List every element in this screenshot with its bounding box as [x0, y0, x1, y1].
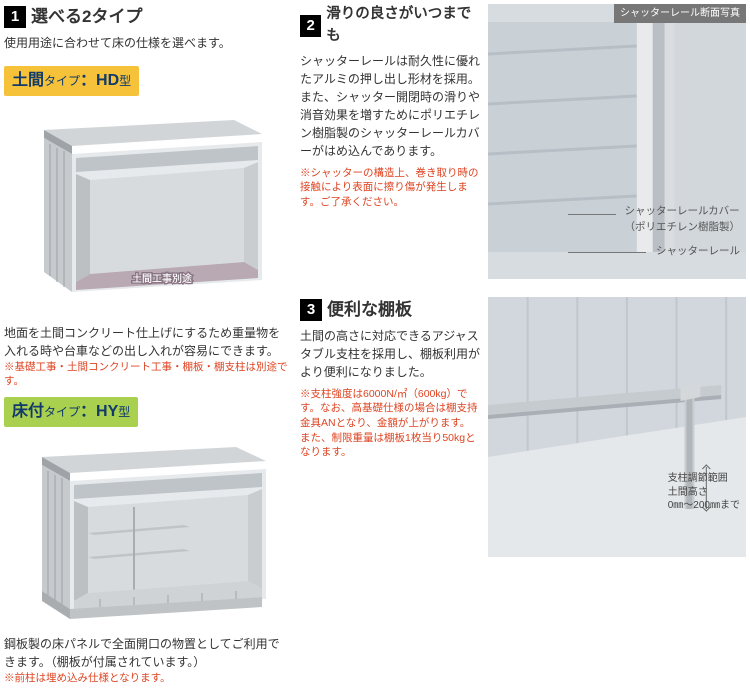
hy-badge-small: タイプ	[44, 403, 80, 421]
svg-text:土間工事別途: 土間工事別途	[132, 272, 192, 285]
hy-shed-illustration	[4, 433, 290, 633]
section-3-desc: 土間の高さに対応できるアジャスタブル支柱を採用し、棚板利用がより便利になりました…	[300, 327, 480, 381]
section-2: 2 滑りの良さがいつまでも シャッターレールは耐久性に優れたアルミの押し出し形材…	[300, 4, 746, 279]
section-2-desc: シャッターレールは耐久性に優れたアルミの押し出し形材を採用。また、シャッター開閉…	[300, 52, 480, 160]
section-2-note: ※シャッターの構造上、巻き取り時の接触により表面に擦り傷が発生します。ご了承くだ…	[300, 166, 480, 210]
hd-badge-pre: 土間	[12, 69, 44, 93]
section-2-header: 2 滑りの良さがいつまでも	[300, 4, 480, 48]
hd-type-block: 土間タイプ：HD型	[4, 58, 290, 389]
section-1-header: 1 選べる2タイプ	[4, 4, 290, 30]
hd-badge-suffix: 型	[119, 72, 131, 90]
section-3-header: 3 便利な棚板	[300, 297, 480, 323]
hy-badge-pre: 床付	[12, 400, 44, 424]
section-2-text: 2 滑りの良さがいつまでも シャッターレールは耐久性に優れたアルミの押し出し形材…	[300, 4, 480, 279]
section-2-number: 2	[300, 15, 321, 37]
rail-photo-caption: シャッターレール断面写真	[614, 4, 746, 23]
hy-badge-post: ：HY	[80, 400, 118, 424]
section-3-title: 便利な棚板	[327, 297, 412, 323]
hy-type-block: 床付タイプ：HY型	[4, 389, 290, 686]
shelf-range-label: 支柱調節範囲 土間高さ 0㎜〜200㎜まで	[668, 472, 740, 513]
hy-caption: 鋼板製の床パネルで全面開口の物置としてご利用できます。（棚板が付属されています。…	[4, 635, 290, 671]
section-3: 3 便利な棚板 土間の高さに対応できるアジャスタブル支柱を採用し、棚板利用がより…	[300, 297, 746, 557]
shelf-photo: 支柱調節範囲 土間高さ 0㎜〜200㎜まで	[488, 297, 746, 557]
right-column: 2 滑りの良さがいつまでも シャッターレールは耐久性に優れたアルミの押し出し形材…	[300, 4, 746, 686]
hd-badge: 土間タイプ：HD型	[4, 66, 139, 96]
hy-badge: 床付タイプ：HY型	[4, 397, 138, 427]
rail-annot-2: シャッターレール	[656, 244, 740, 260]
rail-annot-1: シャッターレールカバー （ポリエチレン樹脂製）	[625, 204, 741, 236]
section-3-text: 3 便利な棚板 土間の高さに対応できるアジャスタブル支柱を採用し、棚板利用がより…	[300, 297, 480, 557]
hd-shed-illustration: 土間工事別途 土間工事別途	[4, 102, 290, 322]
hd-note: ※基礎工事・土間コンクリート工事・棚板・棚支柱は別途です。	[4, 360, 290, 389]
section-1-desc: 使用用途に合わせて床の仕様を選べます。	[4, 34, 290, 52]
hy-badge-suffix: 型	[118, 403, 130, 421]
hd-badge-small: タイプ	[44, 72, 80, 90]
hd-caption: 地面を土間コンクリート仕上げにするため重量物を入れる時や台車などの出し入れが容易…	[4, 324, 290, 360]
hd-badge-post: ：HD	[80, 69, 119, 93]
section-2-title: 滑りの良さがいつまでも	[326, 4, 480, 48]
section-3-number: 3	[300, 299, 322, 321]
section-1: 1 選べる2タイプ 使用用途に合わせて床の仕様を選べます。 土間タイプ：HD型	[4, 4, 294, 686]
section-1-title: 選べる2タイプ	[31, 4, 142, 30]
section-3-note: ※支柱強度は6000N/㎡（600kg）です。なお、高基礎仕様の場合は棚支持金具…	[300, 387, 480, 460]
rail-photo: シャッターレール断面写真 シャッターレールカ	[488, 4, 746, 279]
section-1-number: 1	[4, 6, 26, 28]
hy-note: ※前柱は埋め込み仕様となります。	[4, 671, 290, 686]
